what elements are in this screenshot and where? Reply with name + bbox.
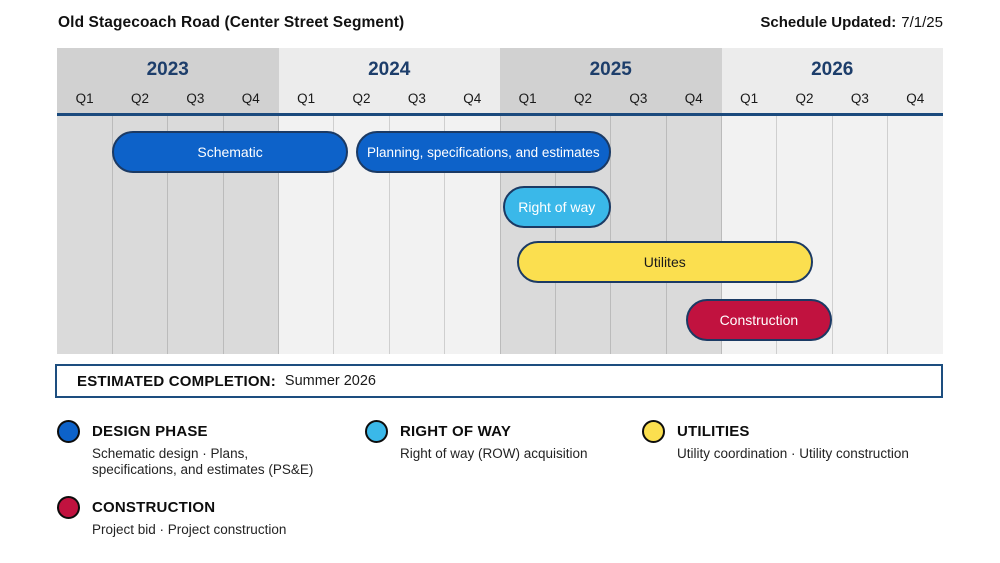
- year-header-2025: 2025: [500, 48, 722, 85]
- legend-title-right-of-way: RIGHT OF WAY: [400, 423, 512, 440]
- gantt-quarters-row: Q1 Q2 Q3 Q4 Q1 Q2 Q3 Q4 Q1 Q2 Q3 Q4 Q1 Q2 Q3 Q4: [57, 85, 943, 113]
- quarter-header-2024-Q2: Q2: [333, 85, 390, 113]
- quarter-gridline: [278, 116, 279, 354]
- schedule-updated-label: Schedule Updated:: [760, 14, 897, 31]
- quarter-gridline: [721, 116, 722, 354]
- quarter-header-2024-Q1: Q1: [278, 85, 334, 113]
- gantt-bar-label: Right of way: [518, 199, 596, 215]
- quarter-gridline: [444, 116, 446, 354]
- legend-desc-design-phase: Schematic design · Plans, specifications…: [92, 446, 314, 478]
- quarter-header-2025-Q3: Q3: [610, 85, 667, 113]
- quarter-header-2026-Q2: Q2: [776, 85, 833, 113]
- quarter-gridline: [665, 116, 667, 354]
- quarter-gridline: [167, 116, 169, 354]
- legend-desc-construction: Project bid · Project construction: [92, 522, 287, 537]
- gantt-bar-label: Utilites: [643, 254, 686, 270]
- quarter-header-2023-Q2: Q2: [112, 85, 168, 113]
- legend-text-right-of-way: RIGHT OF WAY Right of way (ROW) acquisit…: [400, 420, 650, 462]
- design-phase-color-icon: [57, 420, 80, 443]
- gantt-bar-utilites: Utilites: [516, 241, 813, 283]
- legend-item-utilities: UTILITIES Utility coordination · Utility…: [642, 420, 952, 462]
- quarter-gridline: [111, 116, 113, 354]
- legend-text-construction: CONSTRUCTION Project bid · Project const…: [92, 496, 372, 538]
- quarter-gridline: [887, 116, 889, 354]
- utilities-color-icon: [642, 420, 665, 443]
- quarter-header-2025-Q2: Q2: [555, 85, 611, 113]
- page-title: Old Stagecoach Road (Center Street Segme…: [58, 14, 405, 31]
- gantt-body: Schematic Planning, specifications, and e…: [57, 116, 943, 354]
- legend-title-design-phase: DESIGN PHASE: [92, 423, 208, 440]
- quarter-gridline: [333, 116, 335, 354]
- estimated-completion-label: ESTIMATED COMPLETION:: [77, 372, 276, 390]
- quarter-gridline: [222, 116, 224, 354]
- quarter-header-2025-Q4: Q4: [666, 85, 722, 113]
- year-header-2026: 2026: [721, 48, 943, 85]
- legend-desc-utilities: Utility coordination · Utility construct…: [677, 446, 909, 461]
- gantt-bar-label: Planning, specifications, and estimates: [367, 144, 600, 160]
- quarter-gridline: [499, 116, 501, 354]
- quarter-gridline: [831, 116, 833, 354]
- quarter-header-2026-Q3: Q3: [832, 85, 888, 113]
- legend-item-design-phase: DESIGN PHASE Schematic design · Plans, s…: [57, 420, 329, 478]
- quarter-header-2025-Q1: Q1: [500, 85, 556, 113]
- right-of-way-color-icon: [365, 420, 388, 443]
- schedule-updated-value: 7/1/25: [901, 14, 943, 31]
- gantt-bar-schematic: Schematic: [112, 131, 348, 173]
- quarter-header-2026-Q4: Q4: [887, 85, 943, 113]
- legend-desc-right-of-way: Right of way (ROW) acquisition: [400, 446, 588, 461]
- gantt-bar-label: Construction: [719, 312, 799, 328]
- legend-title-construction: CONSTRUCTION: [92, 499, 216, 516]
- gantt-bar-construction: Construction: [685, 299, 833, 341]
- gantt-years-row: 2023 2024 2025 2026: [57, 48, 943, 85]
- quarter-gridline: [610, 116, 612, 354]
- quarter-header-2023-Q4: Q4: [223, 85, 279, 113]
- legend-text-design-phase: DESIGN PHASE Schematic design · Plans, s…: [92, 420, 329, 478]
- legend-item-construction: CONSTRUCTION Project bid · Project const…: [57, 496, 372, 538]
- quarter-header-2024-Q3: Q3: [389, 85, 445, 113]
- gantt-bar-planning-specifications-and-estimates: Planning, specifications, and estimates: [356, 131, 611, 173]
- estimated-completion-value: Summer 2026: [284, 373, 376, 389]
- gantt-bar-label: Schematic: [197, 144, 263, 160]
- gantt-header-rule: [57, 113, 943, 116]
- quarter-header-2023-Q1: Q1: [57, 85, 113, 113]
- quarter-gridline: [554, 116, 556, 354]
- estimated-completion-box: ESTIMATED COMPLETION: Summer 2026: [55, 364, 943, 398]
- quarter-header-2024-Q4: Q4: [444, 85, 500, 113]
- construction-color-icon: [57, 496, 80, 519]
- legend-item-right-of-way: RIGHT OF WAY Right of way (ROW) acquisit…: [365, 420, 650, 462]
- gantt-bar-right-of-way: Right of way: [502, 186, 611, 228]
- quarter-header-2023-Q3: Q3: [167, 85, 224, 113]
- year-header-2023: 2023: [57, 48, 279, 85]
- schedule-updated: Schedule Updated: 7/1/25: [760, 14, 943, 31]
- quarter-header-2026-Q1: Q1: [721, 85, 777, 113]
- gantt-chart: 2023 2024 2025 2026 Q1 Q2 Q3 Q4 Q1 Q2 Q3 Q4 Q1 Q2 Q3 Q…: [57, 48, 943, 357]
- quarter-gridline: [776, 116, 778, 354]
- quarter-gridline: [388, 116, 390, 354]
- year-header-2024: 2024: [278, 48, 500, 85]
- legend-text-utilities: UTILITIES Utility coordination · Utility…: [677, 420, 952, 462]
- legend-title-utilities: UTILITIES: [677, 423, 750, 440]
